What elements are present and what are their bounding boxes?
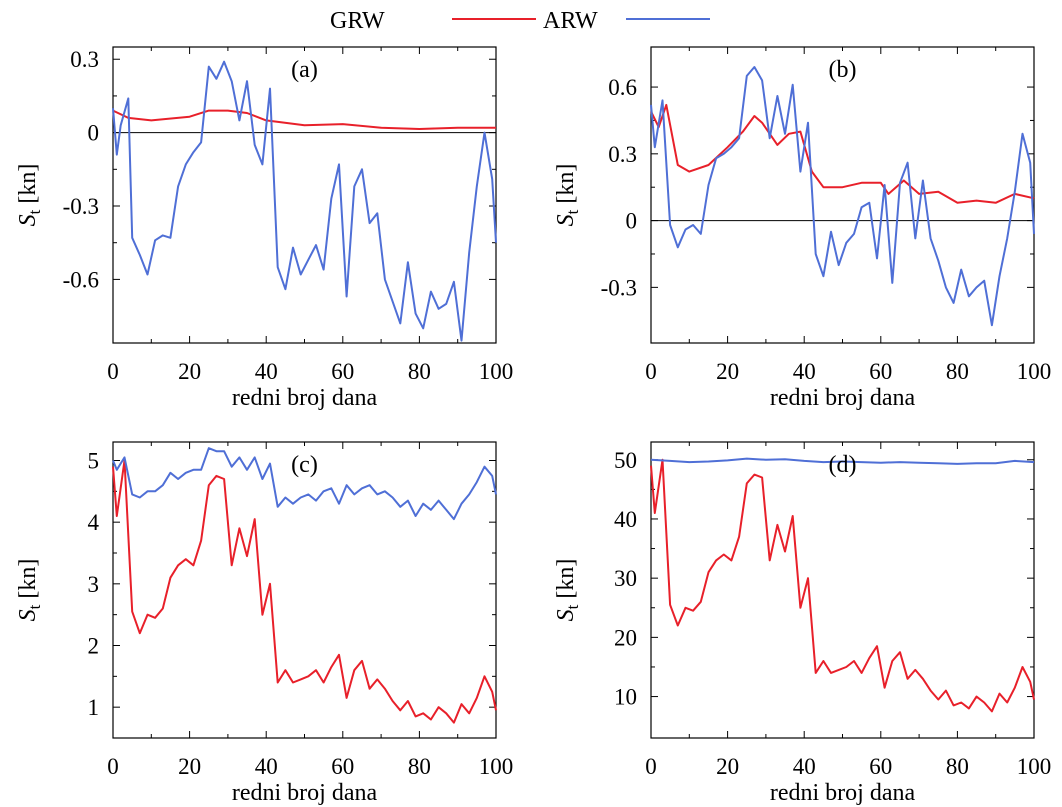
y-axis-label-symbol: S: [15, 609, 41, 621]
y-tick-label: 2: [88, 634, 100, 659]
plot-frame: [112, 46, 497, 344]
x-tick-label: 80: [408, 359, 431, 384]
y-tick-label: 0.3: [70, 47, 99, 72]
y-tick-label: 0.6: [608, 75, 637, 100]
x-tick-label: 20: [716, 754, 739, 779]
y-axis-label-symbol: S: [553, 609, 579, 621]
chart-panel-1: 0 20 40 60 80 100 0.6 0.3 0 -0.3 (b) redni broj dan…: [553, 46, 1052, 411]
y-tick-label: 30: [614, 566, 637, 591]
y-axis-label-symbol: S: [15, 214, 41, 226]
plot-frame: [650, 46, 1035, 344]
x-axis-label: redni broj dana: [770, 780, 916, 806]
plot-frame: [112, 441, 497, 739]
x-tick-label: 0: [107, 754, 119, 779]
x-tick-label: 40: [793, 359, 816, 384]
series-line-arw: [112, 60, 497, 342]
x-tick-label: 100: [479, 359, 514, 384]
x-axis-label: redni broj dana: [770, 385, 916, 411]
y-tick-label: 50: [614, 448, 637, 473]
y-axis-label-symbol: S: [553, 214, 579, 226]
chart-panel-0: 0 20 40 60 80 100 0.3 0 -0.3 -0.6 (a) redni broj da…: [15, 46, 514, 411]
y-tick-label: 3: [88, 572, 100, 597]
plot-frame: [650, 441, 1035, 739]
x-tick-label: 0: [107, 359, 119, 384]
y-axis-label: St [kn]: [15, 559, 44, 622]
x-tick-label: 100: [1017, 754, 1052, 779]
y-tick-label: 20: [614, 625, 637, 650]
series-line-grw: [112, 459, 497, 724]
y-axis-label: St [kn]: [553, 559, 582, 622]
x-tick-label: 40: [255, 359, 278, 384]
y-tick-label: 1: [88, 695, 100, 720]
y-axis-label-subscript: t: [563, 604, 582, 609]
x-tick-label: 20: [716, 359, 739, 384]
x-tick-label: 80: [946, 754, 969, 779]
x-axis-label: redni broj dana: [232, 780, 378, 806]
x-tick-label: 40: [255, 754, 278, 779]
x-tick-label: 100: [1017, 359, 1052, 384]
y-tick-label: 4: [88, 510, 100, 535]
y-tick-label: 0.3: [608, 142, 637, 167]
y-axis-label: St [kn]: [15, 164, 44, 227]
chart-panel-2: 0 20 40 60 80 100 5 4 3 2 1 (c) redni broj dana St [k…: [15, 441, 514, 806]
y-tick-label: 10: [614, 685, 637, 710]
legend-label-arw: ARW: [543, 8, 598, 34]
y-axis-label-unit: [kn]: [15, 164, 41, 204]
x-tick-label: 0: [645, 754, 657, 779]
y-tick-label: 5: [88, 449, 100, 474]
panel-label: (d): [829, 452, 857, 478]
series-line-arw: [112, 447, 497, 521]
series-line-grw: [650, 458, 1035, 713]
panel-label: (a): [291, 57, 318, 83]
y-tick-label: -0.3: [63, 194, 99, 219]
legend: GRW ARW: [330, 8, 710, 34]
x-tick-label: 60: [331, 754, 354, 779]
x-tick-label: 0: [645, 359, 657, 384]
x-tick-label: 100: [479, 754, 514, 779]
x-tick-label: 20: [178, 754, 201, 779]
panel-label: (b): [829, 57, 857, 83]
series-line-arw: [650, 66, 1035, 327]
chart-panel-3: 0 20 40 60 80 100 50 40 30 20 10 (d) redni broj dana…: [553, 441, 1052, 806]
y-tick-label: 0: [626, 209, 638, 234]
x-tick-label: 60: [331, 359, 354, 384]
x-tick-label: 80: [408, 754, 431, 779]
y-tick-label: -0.6: [63, 267, 99, 292]
y-tick-label: -0.3: [601, 275, 637, 300]
y-axis-label-unit: [kn]: [553, 559, 579, 599]
y-axis-label-unit: [kn]: [553, 164, 579, 204]
y-tick-label: 40: [614, 507, 637, 532]
x-axis-label: redni broj dana: [232, 385, 378, 411]
x-tick-label: 80: [946, 359, 969, 384]
x-tick-label: 60: [869, 754, 892, 779]
legend-label-grw: GRW: [330, 8, 385, 34]
y-axis-label-subscript: t: [563, 209, 582, 214]
series-line-arw: [650, 457, 1035, 465]
y-axis-label-unit: [kn]: [15, 559, 41, 599]
x-tick-label: 20: [178, 359, 201, 384]
x-tick-label: 40: [793, 754, 816, 779]
y-axis-label: St [kn]: [553, 164, 582, 227]
x-tick-label: 60: [869, 359, 892, 384]
y-axis-label-subscript: t: [25, 604, 44, 609]
series-line-grw: [112, 109, 496, 130]
y-axis-label-subscript: t: [25, 209, 44, 214]
y-tick-label: 0: [88, 121, 100, 146]
panel-label: (c): [291, 452, 318, 478]
series-line-grw: [650, 103, 1035, 204]
